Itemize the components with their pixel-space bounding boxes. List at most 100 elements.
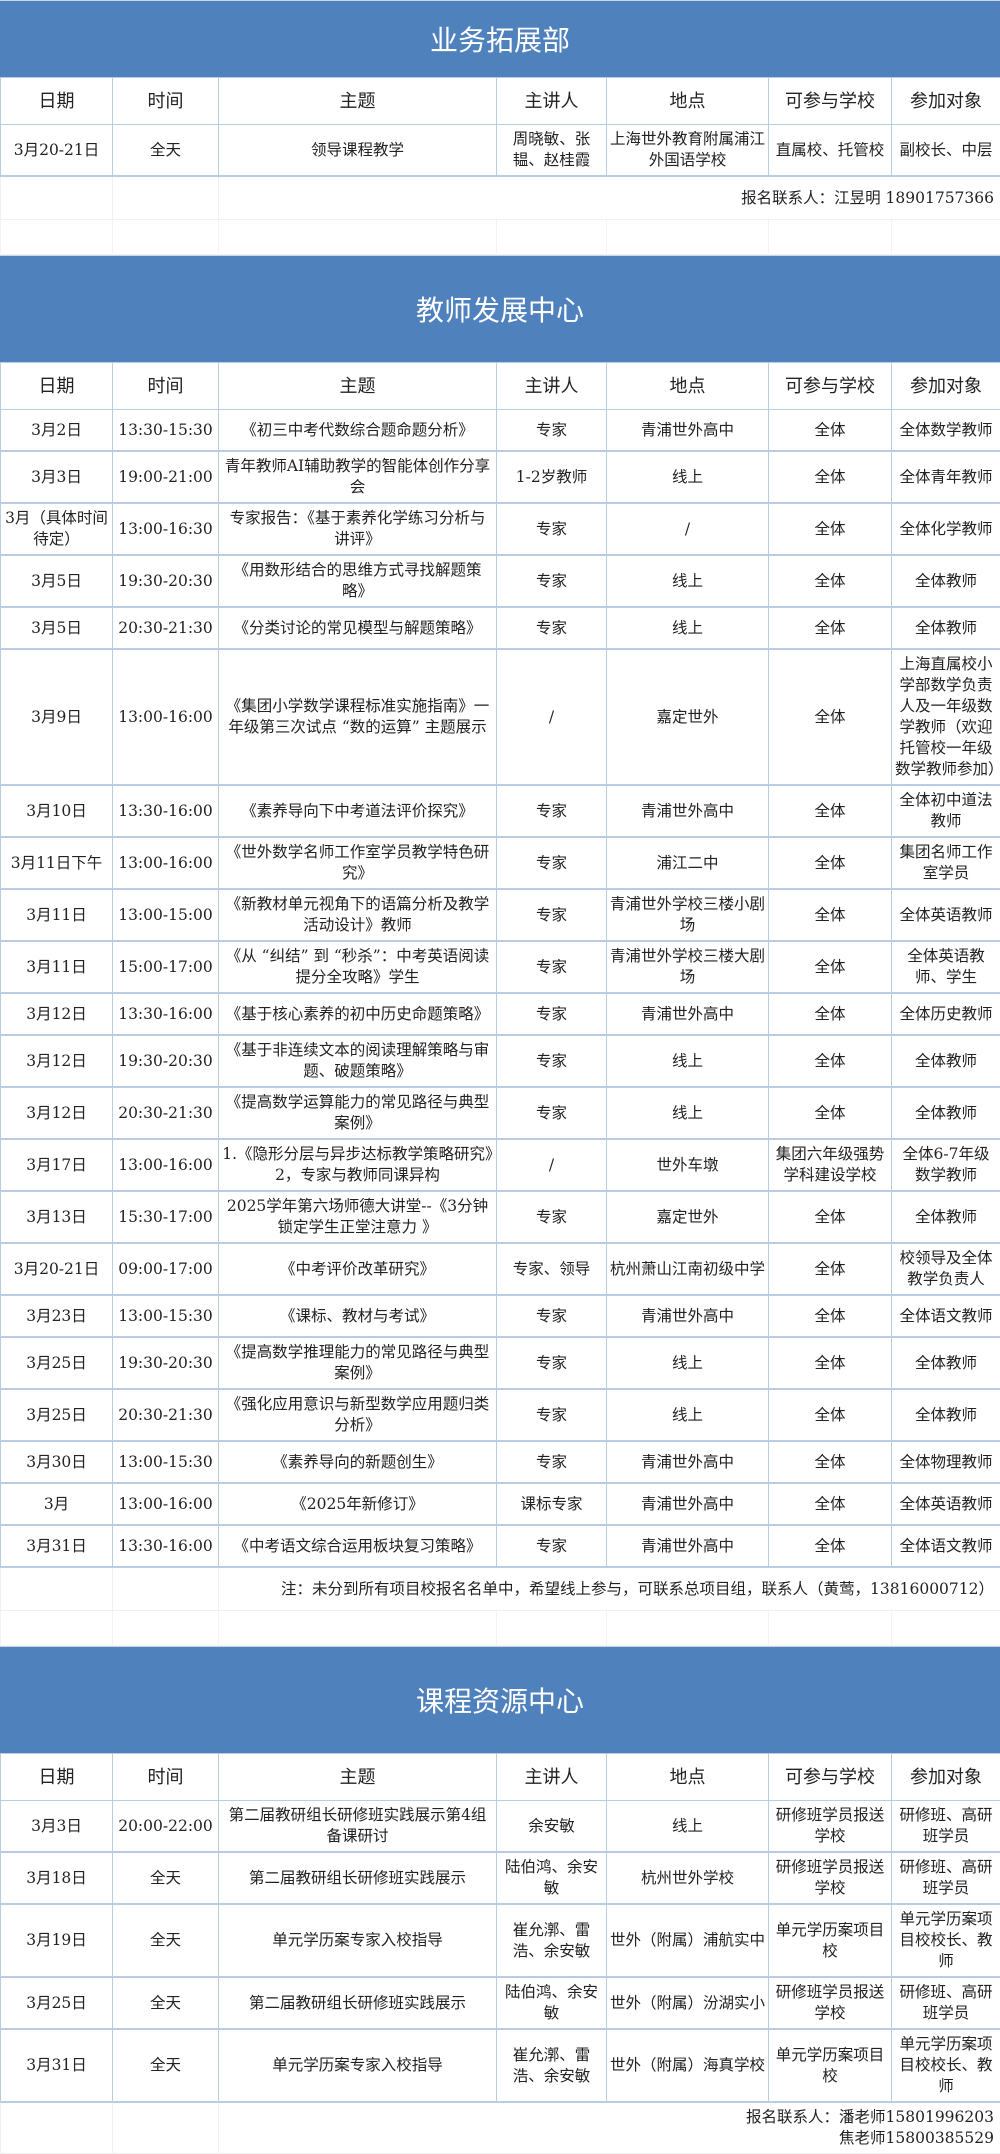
table-cell: 3月25日 xyxy=(1,1337,113,1389)
header-row: 日期时间主题主讲人地点可参与学校参加对象 xyxy=(1,78,1000,125)
table-cell: 全体英语教师 xyxy=(892,1483,1000,1525)
table-cell: 第二届教研组长研修班实践展示第4组备课研讨 xyxy=(219,1801,497,1853)
table-cell: 课标专家 xyxy=(497,1483,607,1525)
empty-cell xyxy=(497,220,607,255)
table-cell: 青浦世外高中 xyxy=(607,1441,769,1483)
table-cell: 《新教材单元视角下的语篇分析及教学活动设计》教师 xyxy=(219,889,497,941)
column-header: 主题 xyxy=(219,1754,497,1801)
table-cell: 杭州世外学校 xyxy=(607,1852,769,1904)
empty-cell xyxy=(113,2102,219,2154)
table-cell: 专家 xyxy=(497,607,607,649)
table-cell: 全体 xyxy=(769,993,892,1035)
table-cell: 《初三中考代数综合题命题分析》 xyxy=(219,410,497,452)
column-header: 日期 xyxy=(1,1754,113,1801)
table-cell: 全天 xyxy=(113,2029,219,2102)
table-cell: 全体 xyxy=(769,1243,892,1295)
table-cell: 专家 xyxy=(497,555,607,607)
empty-cell xyxy=(497,1611,607,1646)
table-cell: 青浦世外高中 xyxy=(607,1483,769,1525)
table-cell: 线上 xyxy=(607,1801,769,1853)
table-cell: 全体教师 xyxy=(892,1191,1000,1243)
table-cell: 全体 xyxy=(769,410,892,452)
table-cell: 世外（附属）海真学校 xyxy=(607,2029,769,2102)
note-cell: 注：未分到所有项目校报名名单中，希望线上参与，可联系总项目组，联系人（黄莺，13… xyxy=(219,1567,1000,1611)
table-cell: 20:30-21:30 xyxy=(113,1389,219,1441)
table-cell: 09:00-17:00 xyxy=(113,1243,219,1295)
table-row: 3月20-21日全天领导课程教学周晓敏、张韫、赵桂霞上海世外教育附属浦江外国语学… xyxy=(1,125,1000,177)
empty-cell xyxy=(607,1611,769,1646)
column-header: 时间 xyxy=(113,78,219,125)
table-cell: 《课标、教材与考试》 xyxy=(219,1295,497,1337)
table-cell: 《基于非连续文本的阅读理解策略与审题、破题策略》 xyxy=(219,1035,497,1087)
column-header: 时间 xyxy=(113,1754,219,1801)
table-cell: 世外车墩 xyxy=(607,1139,769,1191)
note-text: 报名联系人：潘老师15801996203 xyxy=(222,2107,994,2128)
table-cell: 全体历史教师 xyxy=(892,993,1000,1035)
table-cell: 专家报告：《基于素养化学练习分析与讲评》 xyxy=(219,503,497,555)
table-cell: 13:00-15:30 xyxy=(113,1295,219,1337)
table-row: 3月19日全天单元学历案专家入校指导崔允漷、雷浩、余安敏世外（附属）浦航实中单元… xyxy=(1,1904,1000,1977)
table-cell: 《分类讨论的常见模型与解题策略》 xyxy=(219,607,497,649)
table-cell: 杭州萧山江南初级中学 xyxy=(607,1243,769,1295)
table-cell: 上海世外教育附属浦江外国语学校 xyxy=(607,125,769,177)
empty-cell xyxy=(113,1611,219,1646)
table-cell: 研修班学员报送学校 xyxy=(769,1801,892,1853)
empty-cell xyxy=(219,1611,497,1646)
table-cell: 全体青年教师 xyxy=(892,451,1000,503)
table-cell: 专家 xyxy=(497,837,607,889)
empty-cell xyxy=(1,1611,113,1646)
column-header: 可参与学校 xyxy=(769,1754,892,1801)
table-cell: 全体 xyxy=(769,649,892,785)
table-cell: 集团六年级强势学科建设学校 xyxy=(769,1139,892,1191)
table-cell: 全天 xyxy=(113,1977,219,2029)
column-header: 可参与学校 xyxy=(769,363,892,410)
table-cell: 陆伯鸿、余安敏 xyxy=(497,1852,607,1904)
table-cell: 3月31日 xyxy=(1,1525,113,1567)
table-cell: 《中考评价改革研究》 xyxy=(219,1243,497,1295)
table-cell: 15:30-17:00 xyxy=(113,1191,219,1243)
table-cell: 全体教师 xyxy=(892,1087,1000,1139)
table-cell: 专家 xyxy=(497,1087,607,1139)
column-header: 地点 xyxy=(607,78,769,125)
table-cell: 专家 xyxy=(497,1525,607,1567)
table-cell: 19:00-21:00 xyxy=(113,451,219,503)
column-header: 参加对象 xyxy=(892,78,1000,125)
table-cell: 13:00-15:00 xyxy=(113,889,219,941)
table-cell: 世外（附属）浦航实中 xyxy=(607,1904,769,1977)
table-cell: 全体 xyxy=(769,1525,892,1567)
table-cell: 3月20-21日 xyxy=(1,1243,113,1295)
table-row: 3月31日全天单元学历案专家入校指导崔允漷、雷浩、余安敏世外（附属）海真学校单元… xyxy=(1,2029,1000,2102)
section-title: 课程资源中心 xyxy=(0,1646,1000,1753)
table-cell: 专家 xyxy=(497,503,607,555)
table-cell: 专家 xyxy=(497,1389,607,1441)
table-cell: 全体 xyxy=(769,451,892,503)
table-cell: 全体 xyxy=(769,941,892,993)
column-header: 主讲人 xyxy=(497,1754,607,1801)
table-cell: 3月10日 xyxy=(1,785,113,837)
column-header: 主题 xyxy=(219,78,497,125)
column-header: 参加对象 xyxy=(892,363,1000,410)
table-cell: 全体教师 xyxy=(892,1035,1000,1087)
table-cell: 全体 xyxy=(769,503,892,555)
table-cell: 13:00-16:00 xyxy=(113,1483,219,1525)
note-row: 注：未分到所有项目校报名名单中，希望线上参与，可联系总项目组，联系人（黄莺，13… xyxy=(1,1567,1000,1611)
table-cell: 专家 xyxy=(497,941,607,993)
table-cell: 全体 xyxy=(769,1441,892,1483)
table-cell: 直属校、托管校 xyxy=(769,125,892,177)
table-cell: 全体 xyxy=(769,837,892,889)
table-cell: 全体教师 xyxy=(892,1389,1000,1441)
